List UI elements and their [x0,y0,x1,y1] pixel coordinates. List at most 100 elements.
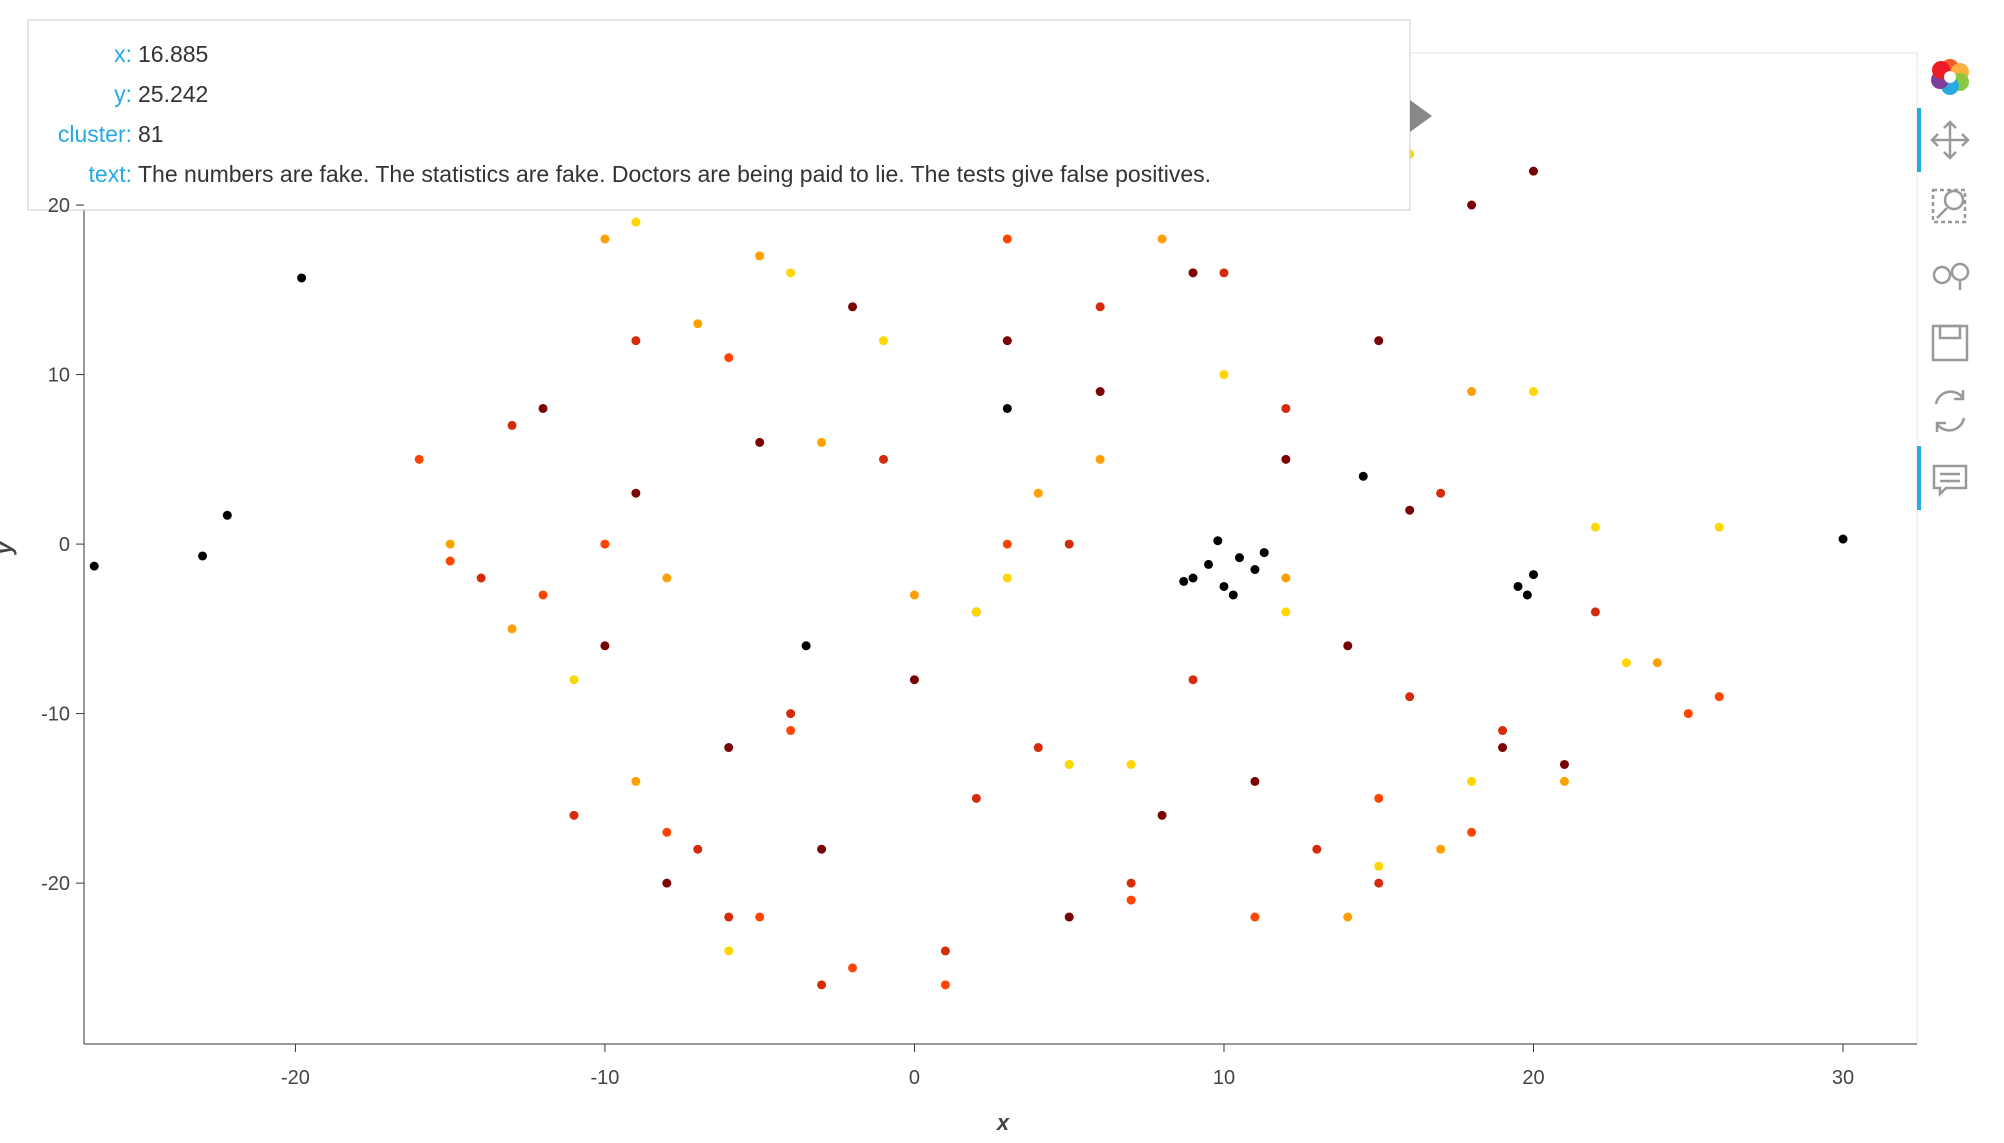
point [1228,590,1238,600]
point [755,251,765,261]
point [1467,776,1477,786]
point [1467,200,1477,210]
point [1250,912,1260,922]
point [940,980,950,990]
point [1714,522,1724,532]
x-tick-label: -20 [281,1067,310,1089]
point [971,607,981,617]
point [198,551,208,561]
point [297,273,307,283]
point [1529,387,1538,397]
point [1002,403,1012,413]
points [89,149,1848,990]
point [1343,912,1353,922]
point [786,268,796,278]
tooltip-label: x: [114,41,132,67]
point [662,827,672,837]
point [786,726,796,736]
point [1559,776,1569,786]
tooltip-label: y: [114,81,132,107]
point [971,793,981,803]
point [1064,539,1074,549]
y-tick-label: 20 [48,195,70,217]
point [1250,776,1260,786]
point [1033,743,1043,753]
point [1002,234,1012,244]
point [1358,471,1368,481]
point [1002,539,1012,549]
point [1590,607,1600,617]
point [1126,878,1136,888]
point [1188,268,1198,278]
point [600,641,610,651]
point [755,912,765,922]
hover-tool[interactable] [1932,464,1968,498]
tooltip-value: 16.885 [138,41,208,67]
point [1281,454,1291,464]
point [1312,844,1322,854]
point [1374,336,1384,346]
point [724,743,734,753]
point [1219,268,1229,278]
point [1405,505,1415,515]
point [222,510,232,520]
point [1033,488,1043,498]
point [909,590,919,600]
point [1281,573,1291,583]
point [600,539,610,549]
point [1095,454,1105,464]
point [724,353,734,363]
pan-tool[interactable] [1930,120,1970,160]
point [662,573,672,583]
x-tick-label: 0 [909,1067,920,1089]
point [879,454,888,464]
x-tick-label: 30 [1832,1067,1854,1089]
tooltip-label: text: [89,161,132,187]
point [445,556,455,566]
point [1219,370,1229,380]
point [1529,166,1538,176]
toolbar [1917,59,1970,510]
point [1126,759,1136,769]
point [1157,234,1167,244]
point [1498,726,1508,736]
y-tick-label: -20 [41,873,70,895]
active-indicator [1917,446,1921,510]
point [1522,590,1532,600]
point [1714,692,1724,702]
tooltip-box [27,19,1411,211]
point [848,963,858,973]
point [1374,878,1384,888]
point [909,675,919,685]
point [1436,488,1446,498]
point [817,980,827,990]
point [445,539,455,549]
save-tool[interactable] [1931,324,1969,362]
point [693,844,703,854]
box-zoom-tool[interactable] [1931,188,1967,224]
point [538,403,548,413]
point [1621,658,1631,668]
point [1281,607,1291,617]
point [89,561,99,571]
point [1064,759,1074,769]
point [1652,658,1662,668]
point [1559,759,1569,769]
y-tick-label: 0 [59,534,70,556]
wheel-zoom-tool[interactable] [1932,262,1970,290]
point [724,912,734,922]
y-axis-label: y [0,540,17,555]
point [755,437,765,447]
point [1683,709,1693,719]
x-tick-label: 20 [1522,1067,1544,1089]
point [1002,573,1012,583]
point [662,878,672,888]
point [569,675,579,685]
point [631,488,641,498]
point [724,946,734,956]
point [631,776,641,786]
point [600,234,610,244]
point [786,709,796,719]
reset-tool[interactable] [1934,390,1966,432]
